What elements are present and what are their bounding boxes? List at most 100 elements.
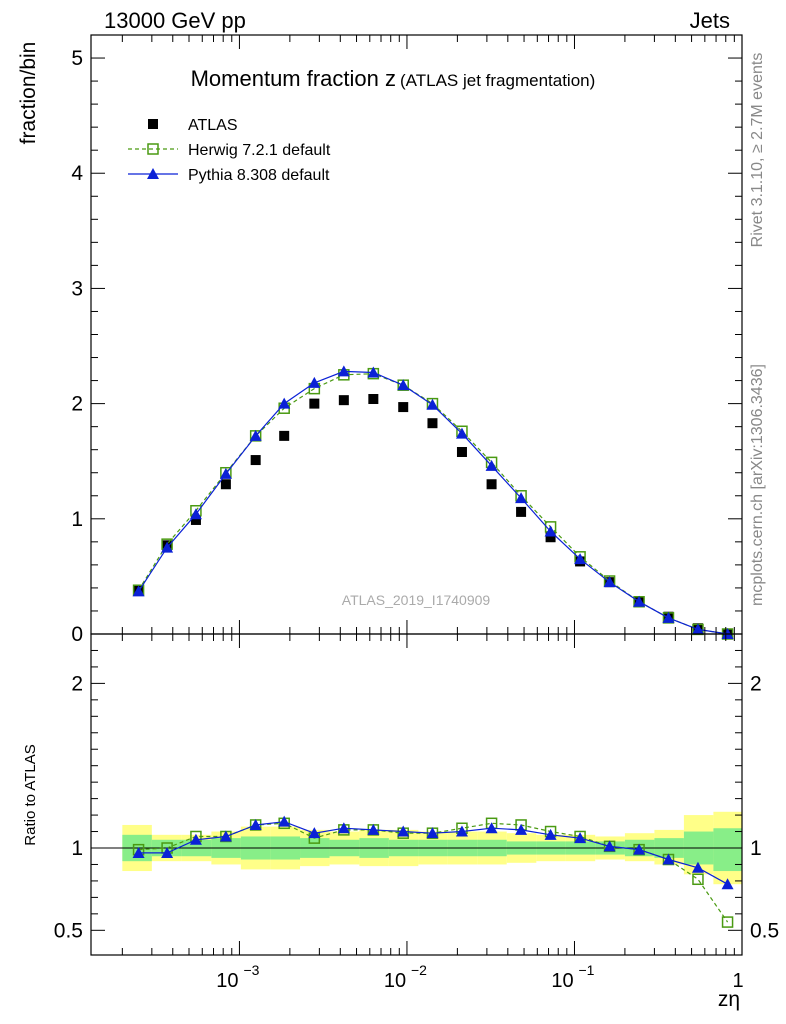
main-pythia-8-308-default-point [485,459,498,471]
chart-subtitle: (ATLAS jet fragmentation) [400,71,595,90]
main-atlas-point [398,402,409,413]
ratio-panel: Ratio to ATLAS zη 0.5 1 2 0.5 1 2 10 −3 10 −2 10 −1… [22,633,779,1011]
ratio-pythia-8-308-default-point [574,832,587,844]
main-atlas-point [279,430,290,441]
y-axis-label-main: fraction/bin [17,42,40,145]
legend: ATLAS Herwig 7.2.1 default Pythia 8.308 de… [128,117,331,184]
ratio-pythia-8-308-default-point [455,825,468,837]
ratio-pythia-8-308-default-point [691,861,704,873]
main-atlas-point [220,479,231,490]
legend-herwig-7-2-1-default-marker [147,143,159,155]
legend-herwig-7-2-1-default-label: Herwig 7.2.1 default [188,142,331,159]
y-axis-label-ratio: Ratio to ATLAS [22,744,39,845]
main-pythia-8-308-default-point [367,366,380,378]
header-right: Jets [690,8,730,33]
ratio-bands [91,811,742,885]
x-tick-exponent: −1 [578,962,594,978]
main-pythia-8-308-default-point [603,576,616,588]
ratio-pythia-8-308-default-point [337,822,350,834]
main-axes: 0 1 2 3 4 5 [71,34,743,646]
ratio-pythia-8-308-default-point [544,828,557,840]
ratio-y-tick-label: 1 [71,837,83,860]
main-pythia-8-308-default-point [132,585,145,597]
source-label: mcplots.cern.ch [arXiv:1306.3436] [749,364,766,606]
ratio-y-tick-label-right: 0.5 [750,919,779,942]
main-y-tick-label: 2 [71,393,83,416]
legend-pythia-8-308-default-label: Pythia 8.308 default [188,167,330,184]
main-atlas-point [368,394,379,405]
main-pythia-8-308-default-point [161,541,174,553]
ratio-pythia-8-308-default-point [367,823,380,835]
ratio-herwig-7-2-1-default-point [721,916,734,928]
rivet-label: Rivet 3.1.10, ≥ 2.7M events [749,53,766,248]
main-y-tick-label: 0 [71,623,83,646]
main-y-tick-label: 4 [71,162,83,185]
main-pythia-8-308-default-point [455,427,468,439]
ratio-pythia-8-308-default-point [278,815,291,827]
ratio-pythia-8-308-default-point [397,825,410,837]
main-pythia-8-308-default-point [515,492,528,504]
ratio-y-tick-label: 2 [71,672,83,695]
ratio-y-tick-label: 0.5 [54,919,83,942]
main-pythia-8-308-default-point [662,611,675,623]
main-pythia-8-308-default-point [278,397,291,409]
main-pythia-8-308-default-point [426,398,439,410]
main-pythia-8-308-default-point [189,508,202,520]
main-atlas-point [545,532,556,543]
ratio-pythia-8-308-default-point [308,827,321,839]
x-tick-label: 10 [551,970,573,992]
main-pythia-8-308-default-point [397,379,410,391]
header-left: 13000 GeV pp [104,8,246,33]
main-pythia-8-308-default-point [219,467,232,479]
legend-atlas-label: ATLAS [188,117,238,134]
main-pythia-8-308-default-point [544,525,557,537]
ratio-y-tick-label-right: 2 [750,672,762,695]
ratio-pythia-8-308-default-point [721,878,734,890]
x-tick-label: 10 [216,970,238,992]
statistical-uncertainty-band [713,828,742,872]
main-atlas-point [456,446,467,457]
legend-pythia-8-308-default-marker [147,168,159,179]
ratio-frame [90,633,743,956]
ratio-pythia-8-308-default-point [161,846,174,858]
main-pythia-8-308-default-point [337,365,350,377]
x-tick-label: 10 [384,970,406,992]
main-pythia-8-308-default-point [691,623,704,635]
main-y-tick-label: 3 [71,277,83,300]
main-pythia-8-308-default-point [633,595,646,607]
ratio-pythia-8-308-default-point [426,827,439,839]
main-marks [132,365,734,640]
analysis-watermark: ATLAS_2019_I1740909 [342,592,491,608]
ratio-axes: 0.5 1 2 0.5 1 2 10 −3 10 −2 10 −1 1 [54,633,779,992]
x-axis-label: zη [718,988,740,1011]
x-tick-exponent: −3 [243,962,259,978]
ratio-herwig-7-2-1-default-point [692,873,704,886]
main-pythia-8-308-default-point [308,376,321,388]
main-pythia-8-308-default-point [574,553,587,565]
ratio-pythia-8-308-default-point [662,853,675,865]
ratio-pythia-8-308-default-point [485,822,498,834]
ratio-pythia-8-308-default-point [219,830,232,842]
ratio-y-tick-label-right: 1 [750,837,762,860]
ratio-pythia-8-308-default-point [515,823,528,835]
ratio-pythia-8-308-default-point [603,840,616,852]
ratio-pythia-8-308-default-point [132,846,145,858]
main-atlas-point [309,398,320,409]
main-atlas-point [338,395,349,406]
main-atlas-point [516,506,527,517]
main-y-tick-label: 5 [71,47,83,70]
ratio-marks [132,815,734,928]
ratio-pythia-8-308-default-point [189,833,202,845]
main-atlas-point [190,514,201,525]
main-atlas-point [427,418,438,429]
main-panel: Momentum fraction z (ATLAS jet fragmenta… [17,34,743,646]
legend-atlas-marker [148,119,158,129]
x-tick-exponent: −2 [411,962,427,978]
main-y-tick-label: 1 [71,508,83,531]
x-tick-label: 1 [732,970,743,992]
ratio-pythia-8-308-default-point [249,818,262,830]
main-atlas-point [486,479,497,490]
chart-title: Momentum fraction z [191,66,396,91]
ratio-pythia-8-308-default-point [633,843,646,855]
